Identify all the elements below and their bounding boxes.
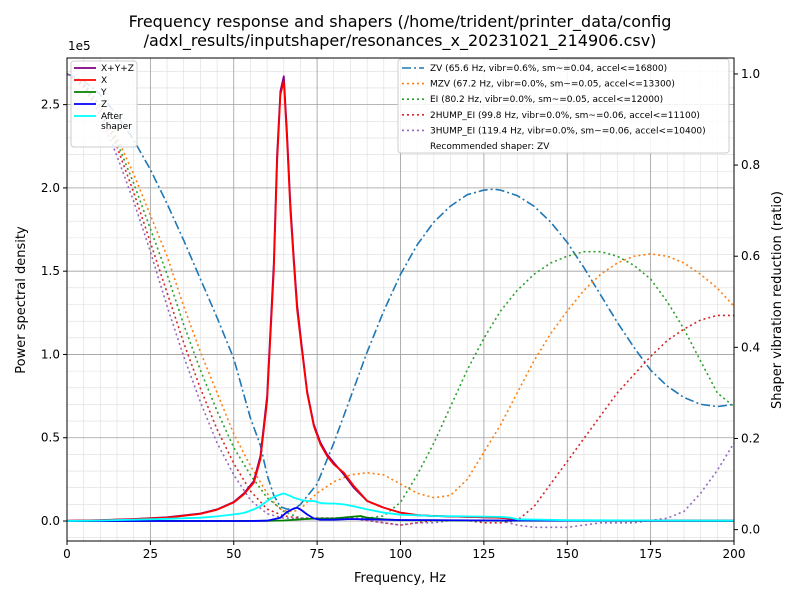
shaper-legend-box [397,58,730,154]
psd-curve-z [67,506,735,522]
y-axis-right: 0.0 0.2 0.4 0.6 0.8 1.0 [734,67,760,537]
y2-tick-label: 0.6 [741,249,760,263]
y-tick-label: 2.0 [41,181,60,195]
x-tick-label: 150 [556,547,579,561]
x-tick-label: 0 [63,547,71,561]
legend-label: ZV (65.6 Hz, vibr=0.6%, sm~=0.04, accel<… [430,64,667,74]
psd-curve-after-shaper [66,492,735,522]
shaper-curve-ei [66,73,735,519]
y-axis-label: Power spectral density [14,226,29,374]
legend-label: Z [101,100,107,110]
y2-tick-label: 0.4 [741,340,760,354]
y2-tick-label: 1.0 [741,67,760,81]
y-offset-text: 1e5 [68,39,91,53]
legend-label: MZV (67.2 Hz, vibr=0.0%, sm~=0.05, accel… [430,80,675,90]
y-axis-left: 0.0 0.5 1.0 1.5 2.0 2.5 [41,98,67,528]
legend-label: 3HUMP_EI (119.4 Hz, vibr=0.0%, sm~=0.06,… [430,126,706,136]
x-tick-label: 50 [226,547,241,561]
legend-label: X+Y+Z [101,64,134,74]
psd-legend-box [70,60,138,148]
recommended-shaper-label: Recommended shaper: ZV [430,142,550,152]
x-axis: 0 25 50 75 100 125 150 175 200 [63,541,745,561]
x-tick-label: 125 [472,547,495,561]
chart-title-line-1: Frequency response and shapers (/home/tr… [129,12,672,32]
x-tick-label: 75 [309,547,324,561]
legend-label: Y [100,88,107,98]
shaper-legend: ZV (65.6 Hz, vibr=0.6%, sm~=0.04, accel<… [397,58,730,154]
x-tick-label: 100 [389,547,412,561]
legend-label: After [101,112,123,122]
legend-label: X [101,76,107,86]
y-tick-label: 2.5 [41,98,60,112]
y-tick-label: 1.5 [41,264,60,278]
y-tick-label: 1.0 [41,347,60,361]
shaper-curves [66,73,735,529]
y2-tick-label: 0.0 [741,523,760,537]
y-tick-label: 0.5 [41,431,60,445]
x-tick-label: 200 [723,547,746,561]
chart-title-line-2: /adxl_results/inputshaper/resonances_x_2… [144,31,657,51]
shaper-curve-mzv [66,73,735,513]
grid [66,58,735,541]
x-tick-label: 175 [639,547,662,561]
y2-tick-label: 0.8 [741,158,760,172]
legend-label: shaper [101,122,132,132]
legend-label: 2HUMP_EI (99.8 Hz, vibr=0.0%, sm~=0.06, … [430,111,700,121]
shaper-curve-3hump-ei [66,73,735,529]
shaper-curve-2hump-ei [66,73,734,526]
legend-label: EI (80.2 Hz, vibr=0.0%, sm~=0.05, accel<… [430,95,663,105]
psd-curves [66,75,735,522]
y2-axis-label: Shaper vibration reduction (ratio) [770,191,785,409]
y2-tick-label: 0.2 [741,431,760,445]
x-axis-label: Frequency, Hz [354,571,446,586]
shaper-curve-zv [66,73,735,510]
y-tick-label: 0.0 [41,514,60,528]
x-tick-label: 25 [143,547,158,561]
